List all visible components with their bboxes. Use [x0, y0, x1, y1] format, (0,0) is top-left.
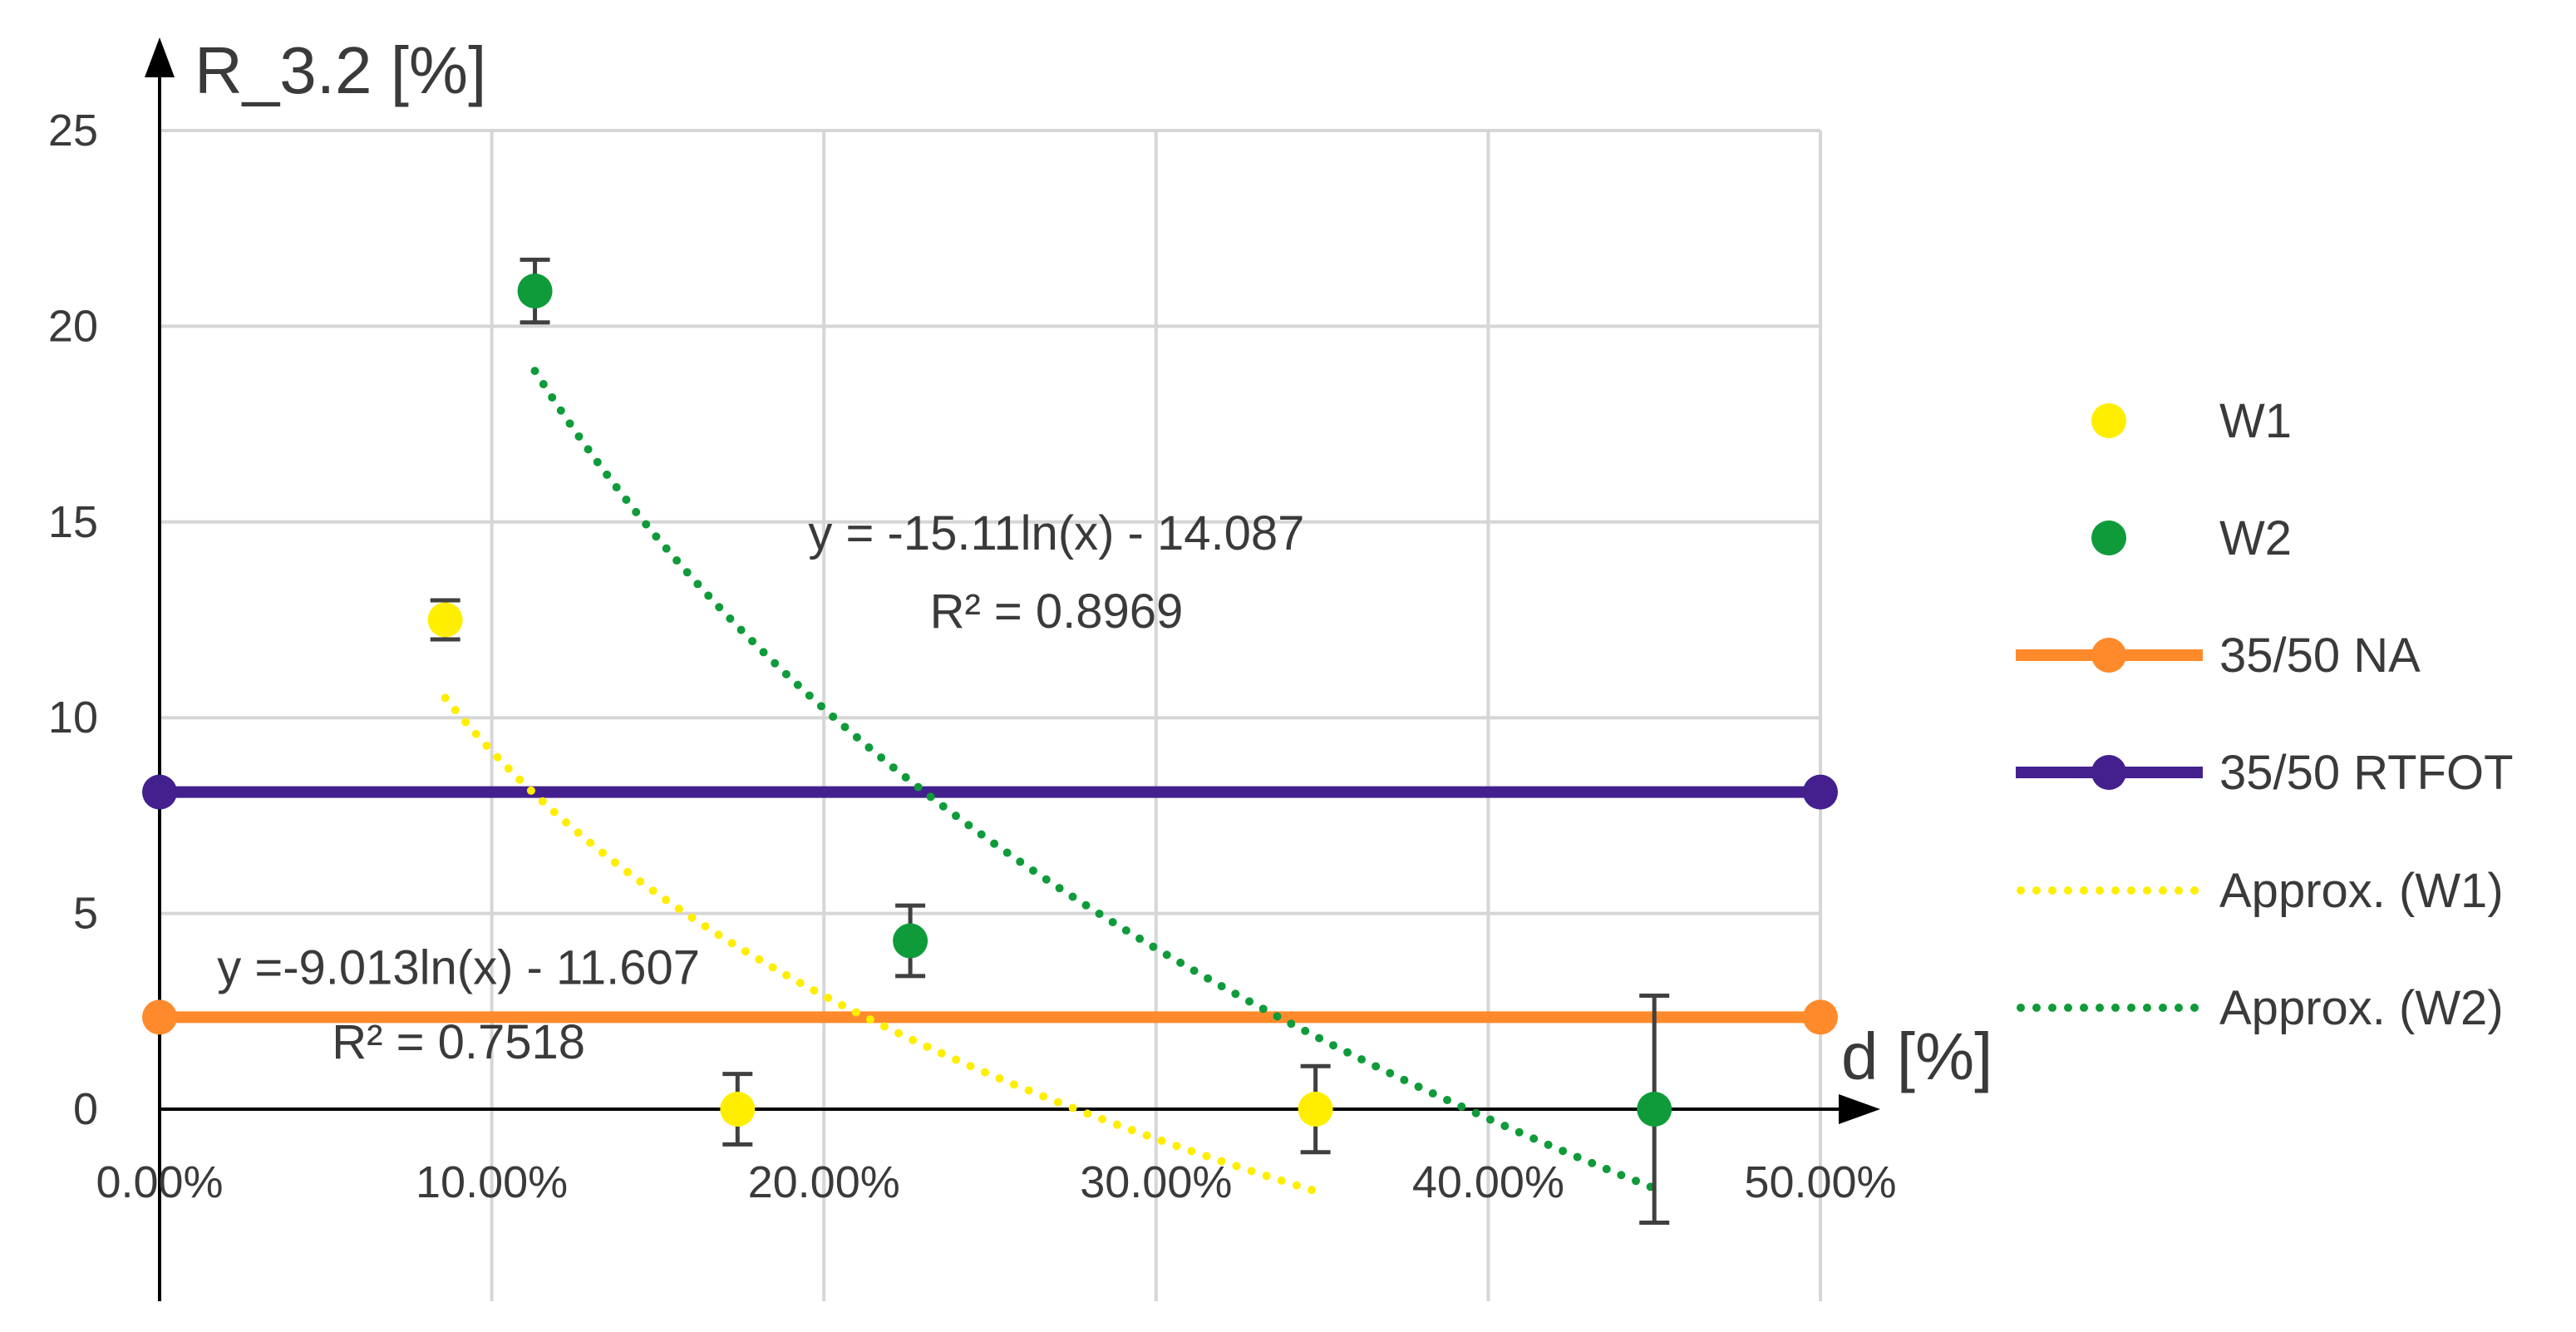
trendline-approx-w2-	[530, 367, 1659, 1193]
axes: 0 5 10 15 20 25 0.00% 10.00% 20.00% 30.00% 40.00% 5…	[48, 33, 1992, 1301]
y-tick-label: 5	[73, 889, 98, 939]
legend-marker	[2091, 755, 2126, 790]
legend-marker	[2091, 638, 2126, 673]
trendline-path	[530, 367, 1659, 1193]
annotations: y = -15.11ln(x) - 14.087 R² = 0.8969 y =-9…	[217, 506, 1304, 1069]
legend-item: Approx. (W1)	[2017, 864, 2504, 918]
x-tick-label: 20.00%	[748, 1157, 900, 1207]
trendline-equation: R² = 0.7518	[332, 1015, 585, 1069]
legend-label: Approx. (W2)	[2219, 981, 2504, 1035]
y-tick-label: 20	[48, 301, 98, 351]
legend-label: W2	[2219, 511, 2292, 565]
legend-marker	[2091, 520, 2126, 555]
series-w2	[517, 257, 1672, 1226]
series-marker	[142, 774, 177, 810]
x-axis-label: d [%]	[1841, 1019, 1992, 1093]
x-tick-label: 0.00%	[96, 1157, 223, 1207]
series-marker	[1803, 999, 1838, 1035]
legend-label: 35/50 NA	[2219, 629, 2421, 683]
x-tick-label: 30.00%	[1080, 1157, 1232, 1207]
trendline-path	[441, 693, 1320, 1196]
trendline-equation: y = -15.11ln(x) - 14.087	[808, 506, 1304, 560]
legend-item: W1	[2091, 394, 2292, 448]
legend-item: 35/50 NA	[2016, 629, 2421, 683]
grid	[160, 129, 1822, 1301]
legend-item: W2	[2091, 511, 2292, 565]
trendline-equation: R² = 0.8969	[930, 585, 1184, 639]
series-35-50-na	[142, 999, 1838, 1035]
trendline-equation: y =-9.013ln(x) - 11.607	[217, 940, 700, 994]
data-point	[517, 274, 553, 309]
legend-label: Approx. (W1)	[2219, 864, 2504, 918]
data-point	[1298, 1092, 1333, 1127]
series-marker	[1803, 774, 1838, 810]
series-w1	[427, 598, 1333, 1155]
legend-marker	[2091, 403, 2126, 438]
y-tick-label: 0	[73, 1084, 98, 1134]
legend-item: 35/50 RTFOT	[2016, 746, 2514, 800]
plot-area	[142, 257, 1838, 1226]
series-35-50-rtfot	[142, 774, 1838, 810]
legend-label: 35/50 RTFOT	[2219, 746, 2514, 800]
data-point	[427, 602, 463, 638]
data-point	[893, 923, 928, 959]
x-axis-arrow	[1839, 1094, 1880, 1124]
x-tick-label: 40.00%	[1412, 1157, 1564, 1207]
y-tick-label: 10	[48, 693, 98, 742]
x-tick-label: 10.00%	[416, 1157, 568, 1207]
y-tick-label: 15	[48, 497, 98, 547]
y-tick-label: 25	[48, 106, 98, 155]
legend-item: Approx. (W2)	[2017, 981, 2504, 1035]
legend: W1 W2 35/50 NA 35/50 RTFOT Approx. (W1) Appro…	[2016, 394, 2514, 1035]
data-point	[1637, 1092, 1672, 1127]
data-point	[720, 1092, 756, 1127]
trendline-approx-w1-	[441, 693, 1320, 1196]
legend-label: W1	[2219, 394, 2292, 448]
y-axis-label: R_3.2 [%]	[195, 33, 486, 107]
series-marker	[142, 999, 177, 1035]
x-tick-label: 50.00%	[1744, 1157, 1896, 1207]
y-axis-arrow	[145, 37, 175, 77]
